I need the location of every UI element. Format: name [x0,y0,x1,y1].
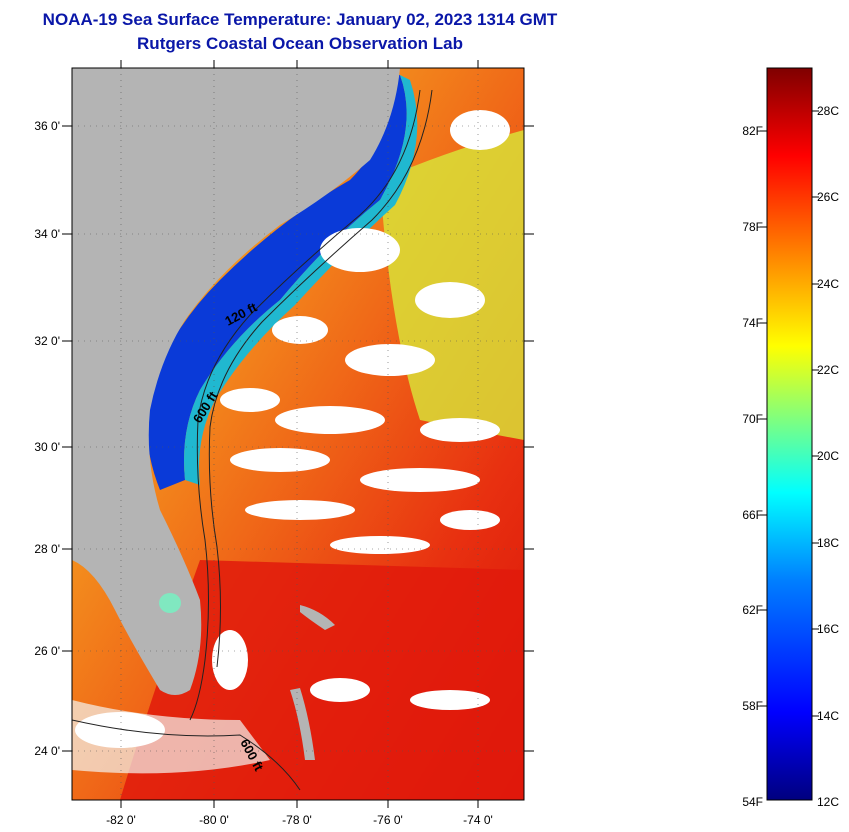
land-mass [72,68,400,695]
colorbar-c-label: 26C [817,190,839,204]
map-title: NOAA-19 Sea Surface Temperature: January… [42,10,558,29]
lat-label: 28 0' [34,542,60,556]
colorbar-f-label: 54F [742,795,763,809]
map-subtitle: Rutgers Coastal Ocean Observation Lab [137,34,463,53]
colorbar-c-label: 18C [817,536,839,550]
colorbar-f-label: 78F [742,220,763,234]
lon-label: -78 0' [282,813,312,827]
colorbar-c-label: 22C [817,363,839,377]
lat-label: 34 0' [34,227,60,241]
lon-label: -76 0' [373,813,403,827]
temperature-colorbar [766,67,813,801]
lat-label: 30 0' [34,440,60,454]
colorbar-f-label: 74F [742,316,763,330]
cold-shelf-water [146,75,407,490]
cloud-cover [75,110,510,748]
lat-label: 32 0' [34,334,60,348]
map-frame [71,67,525,801]
colorbar-f-label: 58F [742,699,763,713]
lat-label: 36 0' [34,119,60,133]
colorbar-c-label: 14C [817,709,839,723]
colorbar-f-label: 70F [742,412,763,426]
colorbar-f-label: 82F [742,124,763,138]
colorbar-c-label: 28C [817,104,839,118]
colorbar-c-label: 16C [817,622,839,636]
colorbar-c-label: 24C [817,277,839,291]
colorbar-f-label: 62F [742,603,763,617]
lat-label: 26 0' [34,644,60,658]
lon-label: -82 0' [106,813,136,827]
colorbar-f-label: 66F [742,508,763,522]
lon-label: -74 0' [463,813,493,827]
colorbar-c-label: 20C [817,449,839,463]
lat-label: 24 0' [34,744,60,758]
isobath-line [189,89,421,721]
lon-label: -80 0' [199,813,229,827]
colorbar-c-label: 12C [817,795,839,809]
